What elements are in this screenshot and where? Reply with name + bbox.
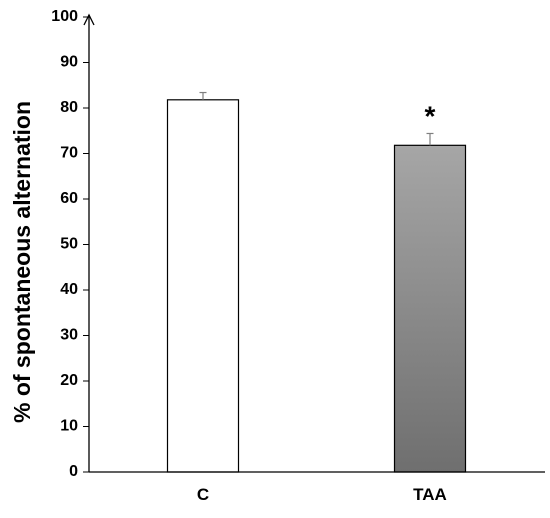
y-tick-label: 10 <box>60 418 78 435</box>
y-tick-label: 80 <box>60 99 78 116</box>
y-axis-arrow <box>83 13 95 26</box>
y-tick-label: 0 <box>69 463 78 480</box>
y-tick-label: 100 <box>51 8 78 25</box>
y-tick-label: 20 <box>60 372 78 389</box>
x-category-label: TAA <box>413 485 447 504</box>
y-tick-label: 30 <box>60 327 78 344</box>
y-tick-label: 40 <box>60 281 78 298</box>
y-axis-label: % of spontaneous alternation <box>9 101 35 423</box>
y-tick-label: 90 <box>60 54 78 71</box>
x-axis-labels: C TAA <box>197 485 447 504</box>
bar-c <box>166 99 240 473</box>
bar-taa <box>393 144 467 473</box>
y-tick-label: 70 <box>60 145 78 162</box>
y-axis-ticks: 0 10 20 30 40 50 60 70 80 90 100 <box>51 8 89 480</box>
significance-annotation: * <box>425 100 436 131</box>
bars: * <box>166 91 467 473</box>
y-tick-label: 50 <box>60 236 78 253</box>
y-tick-label: 60 <box>60 190 78 207</box>
x-category-label: C <box>197 485 209 504</box>
